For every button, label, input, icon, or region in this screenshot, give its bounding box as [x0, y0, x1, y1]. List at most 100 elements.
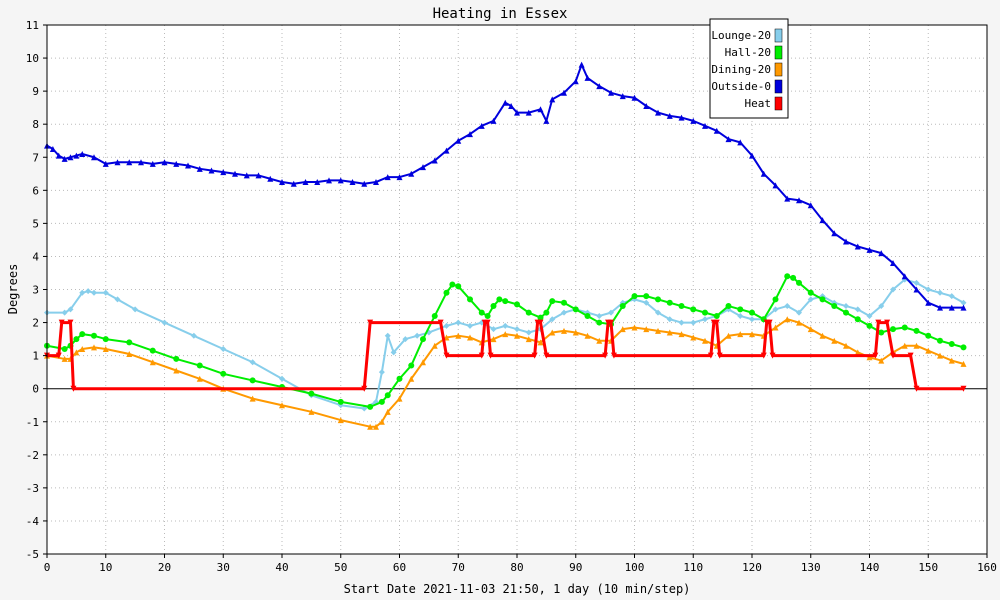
data-point-hall-20 — [367, 403, 374, 410]
data-point-dining-20 — [725, 332, 732, 339]
data-point-hall-20 — [420, 336, 426, 343]
data-point-dining-20 — [784, 316, 791, 323]
data-point-outside-0 — [725, 136, 732, 143]
data-point-dining-20 — [149, 359, 156, 366]
data-point-heat — [543, 352, 550, 359]
data-point-hall-20 — [484, 312, 491, 319]
data-point-outside-0 — [67, 154, 74, 161]
data-point-dining-20 — [126, 350, 133, 357]
data-point-outside-0 — [61, 155, 68, 162]
data-point-dining-20 — [173, 367, 180, 374]
data-point-outside-0 — [543, 117, 550, 124]
data-point-dining-20 — [678, 331, 685, 338]
data-point-dining-20 — [631, 324, 638, 331]
data-point-dining-20 — [655, 327, 661, 334]
x-tick-label: 100 — [625, 561, 645, 574]
data-point-hall-20 — [467, 296, 473, 303]
data-point-dining-20 — [584, 332, 591, 339]
data-point-outside-0 — [702, 122, 708, 129]
data-point-dining-20 — [819, 332, 826, 339]
data-point-heat — [531, 352, 538, 359]
data-point-hall-20 — [831, 303, 838, 310]
data-point-lounge-20 — [455, 319, 462, 326]
data-point-dining-20 — [572, 329, 579, 336]
data-point-dining-20 — [196, 375, 203, 382]
data-point-lounge-20 — [807, 296, 814, 303]
x-tick-label: 90 — [569, 561, 582, 574]
series-layer — [44, 61, 967, 430]
data-point-lounge-20 — [190, 332, 197, 339]
series-dining-20 — [44, 316, 967, 430]
data-point-lounge-20 — [925, 286, 932, 293]
x-tick-label: 140 — [860, 561, 880, 574]
data-point-hall-20 — [537, 314, 544, 321]
data-point-outside-0 — [690, 117, 697, 124]
data-point-heat — [884, 319, 891, 326]
data-point-heat — [602, 352, 609, 359]
data-point-hall-20 — [337, 398, 344, 405]
data-point-outside-0 — [73, 152, 80, 159]
data-point-hall-20 — [925, 332, 932, 339]
data-point-outside-0 — [302, 179, 309, 186]
data-point-dining-20 — [502, 331, 509, 338]
data-point-heat — [960, 385, 967, 392]
data-point-hall-20 — [561, 299, 567, 306]
data-point-dining-20 — [866, 354, 873, 361]
data-point-dining-20 — [737, 331, 744, 338]
data-point-dining-20 — [408, 375, 415, 382]
data-point-lounge-20 — [249, 359, 256, 366]
data-point-dining-20 — [420, 359, 426, 366]
data-point-lounge-20 — [878, 303, 885, 310]
data-point-heat — [875, 319, 882, 326]
data-point-outside-0 — [678, 114, 685, 121]
data-point-dining-20 — [854, 349, 861, 356]
data-point-heat — [610, 352, 617, 359]
data-point-outside-0 — [91, 154, 97, 161]
data-point-lounge-20 — [690, 319, 697, 326]
data-point-hall-20 — [878, 329, 885, 336]
data-point-hall-20 — [408, 362, 415, 369]
y-tick-label: 1 — [32, 350, 39, 363]
data-point-dining-20 — [467, 334, 473, 341]
data-point-hall-20 — [549, 298, 556, 305]
data-point-hall-20 — [449, 281, 456, 288]
data-point-outside-0 — [349, 179, 356, 186]
data-point-outside-0 — [490, 117, 497, 124]
data-point-dining-20 — [73, 349, 80, 356]
data-point-dining-20 — [948, 357, 955, 364]
data-point-outside-0 — [102, 160, 109, 167]
data-point-outside-0 — [831, 230, 838, 237]
data-point-outside-0 — [290, 180, 297, 187]
data-point-lounge-20 — [913, 279, 920, 286]
data-point-outside-0 — [173, 160, 180, 167]
data-point-dining-20 — [666, 329, 673, 336]
data-point-outside-0 — [396, 174, 403, 181]
data-point-hall-20 — [196, 362, 203, 369]
x-tick-label: 50 — [334, 561, 347, 574]
data-point-hall-20 — [220, 370, 227, 377]
data-point-outside-0 — [478, 122, 485, 129]
data-point-dining-20 — [702, 337, 708, 344]
data-point-hall-20 — [308, 390, 315, 397]
y-tick-label: 6 — [32, 184, 39, 197]
data-point-hall-20 — [643, 293, 650, 300]
data-point-outside-0 — [49, 145, 56, 152]
data-point-dining-20 — [102, 346, 109, 353]
y-tick-label: 3 — [32, 284, 39, 297]
x-tick-label: 10 — [99, 561, 112, 574]
data-point-hall-20 — [631, 293, 638, 300]
data-point-dining-20 — [308, 408, 315, 415]
y-tick-label: 0 — [32, 383, 39, 396]
data-point-hall-20 — [749, 309, 755, 316]
data-point-dining-20 — [807, 326, 814, 333]
data-point-lounge-20 — [91, 289, 97, 296]
data-point-outside-0 — [420, 164, 426, 171]
data-point-dining-20 — [431, 342, 438, 349]
data-point-dining-20 — [91, 344, 97, 351]
x-tick-label: 30 — [217, 561, 230, 574]
data-point-hall-20 — [173, 355, 180, 362]
data-point-lounge-20 — [85, 288, 92, 295]
data-point-hall-20 — [514, 301, 520, 308]
data-point-lounge-20 — [737, 312, 744, 319]
data-point-outside-0 — [960, 304, 967, 311]
